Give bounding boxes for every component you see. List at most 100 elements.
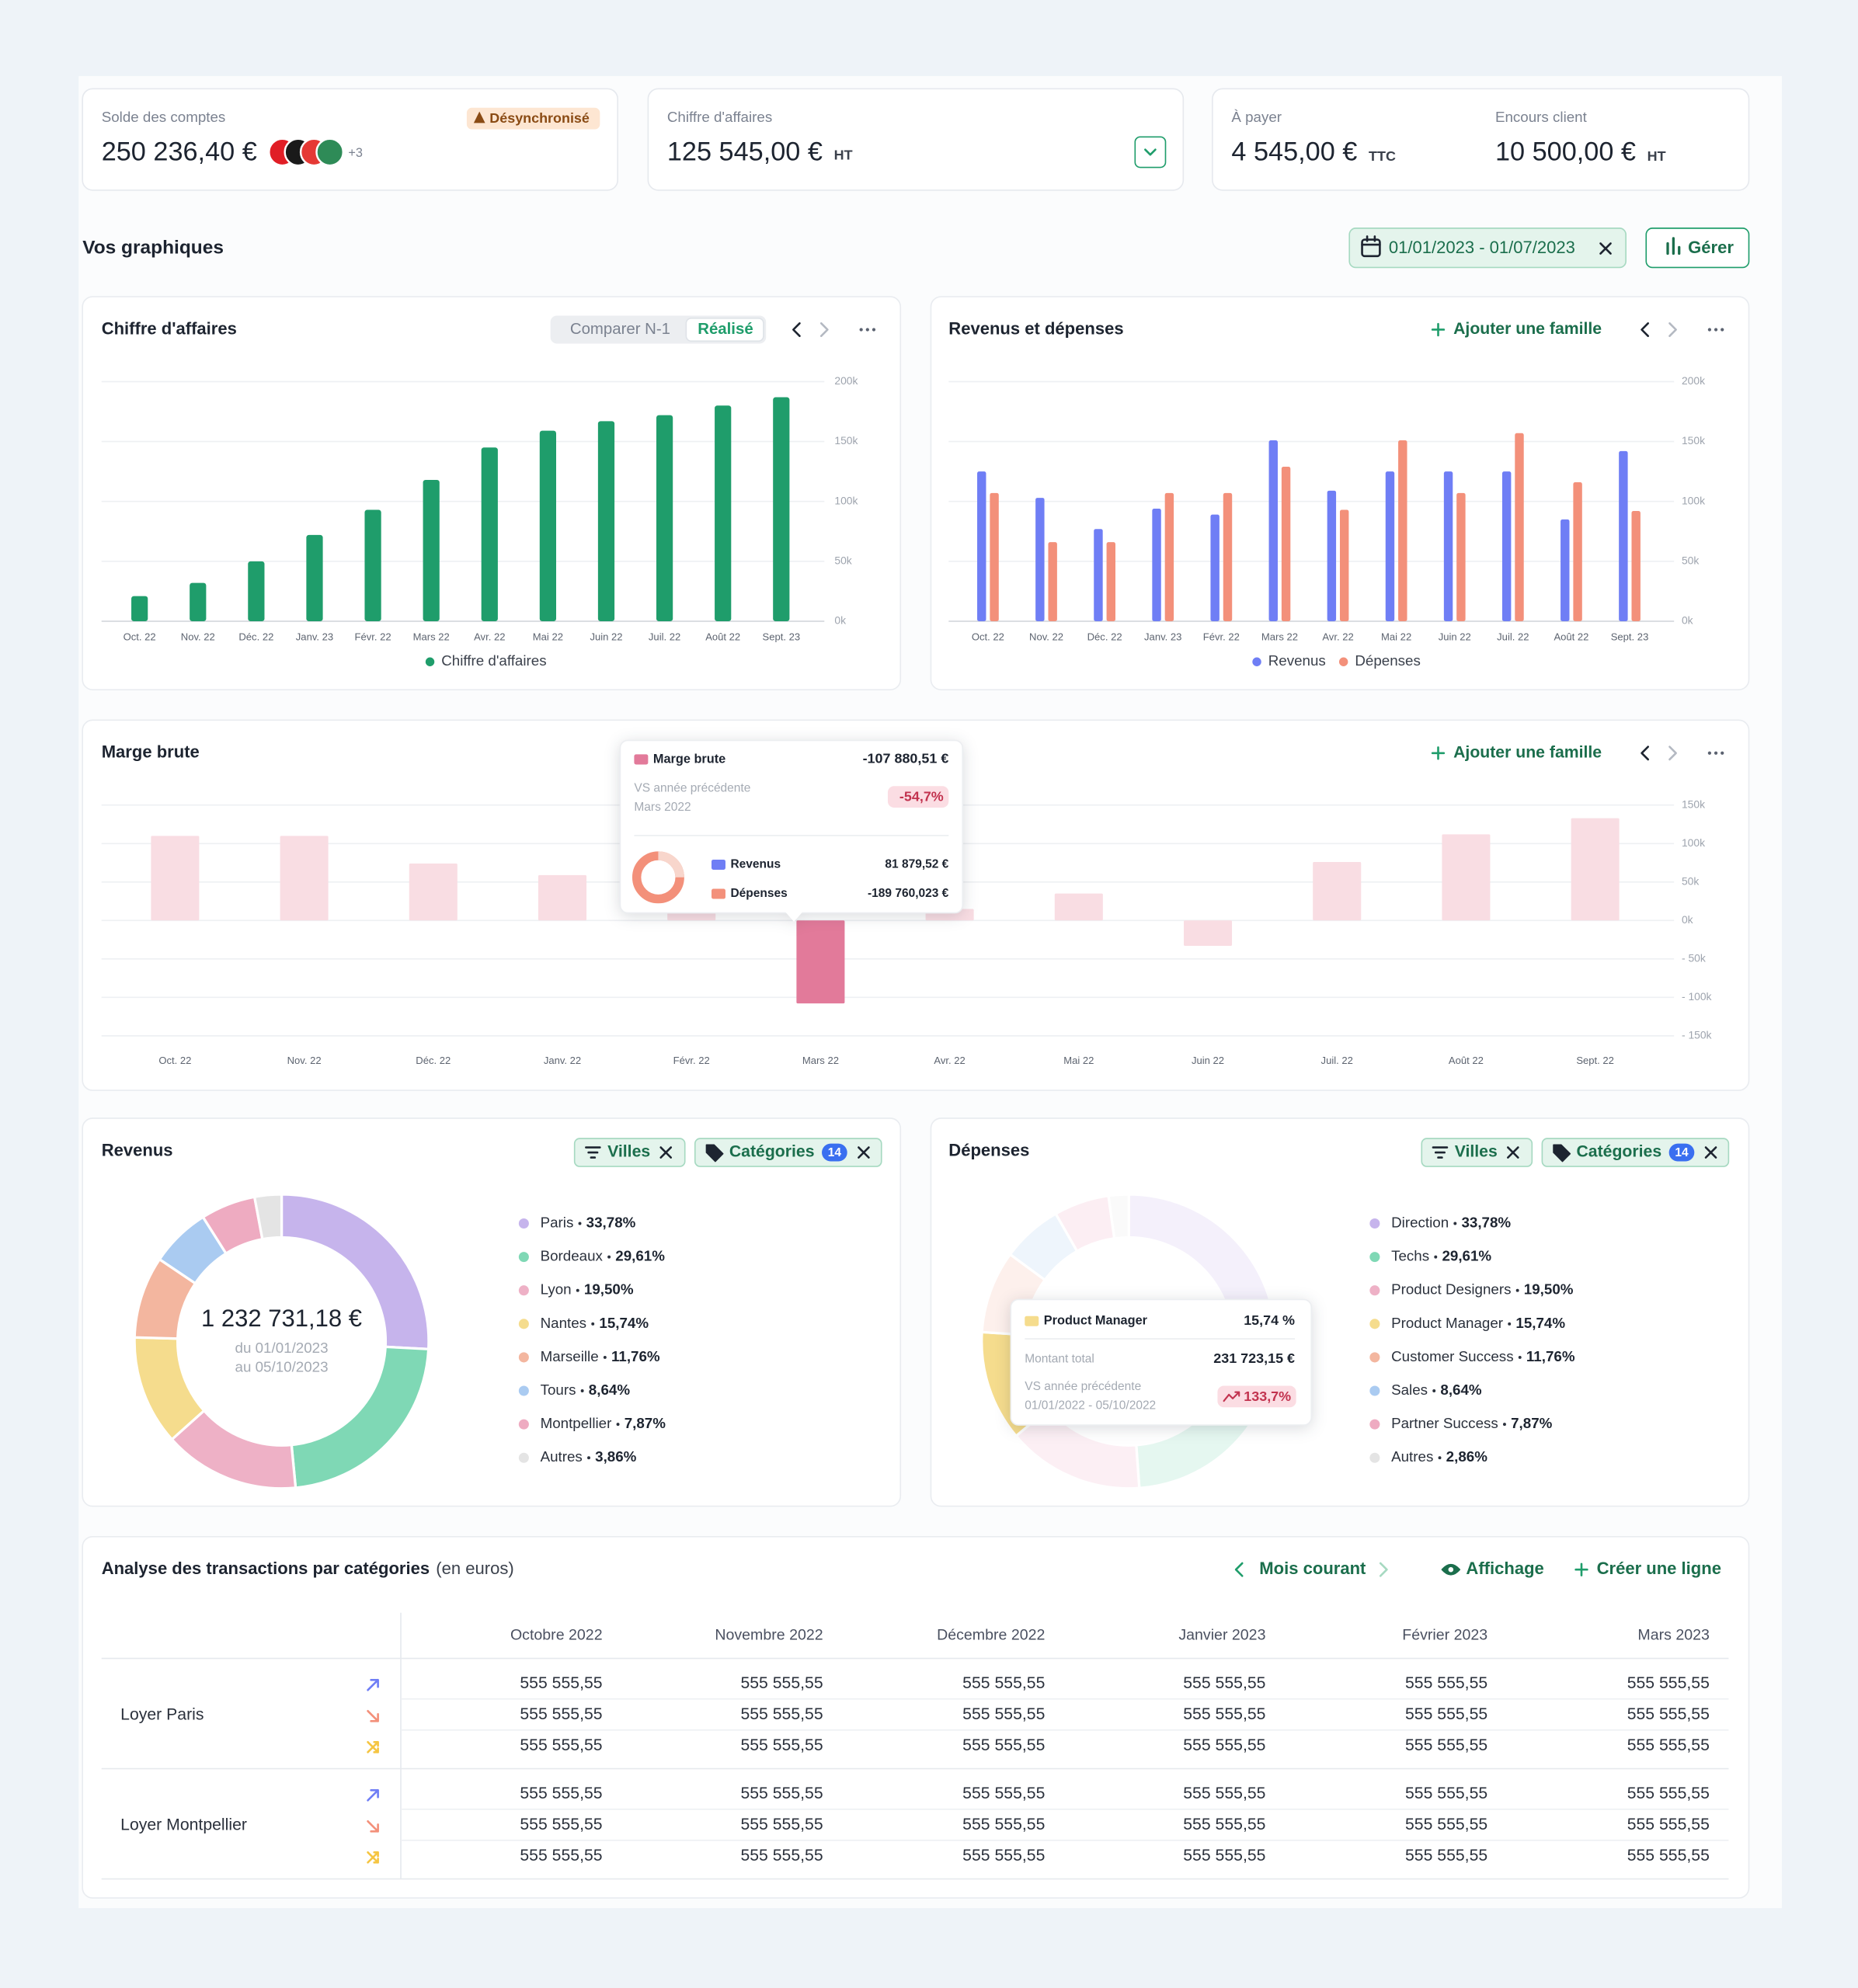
bar[interactable] (1313, 862, 1362, 921)
chevron[interactable] (1379, 1562, 1388, 1577)
bar[interactable] (1048, 542, 1057, 621)
table-unit: (en euros) (436, 1559, 513, 1578)
bar[interactable] (1619, 450, 1628, 621)
table-cell: 555 555,55 (520, 1674, 602, 1692)
bar[interactable] (1398, 440, 1407, 621)
bar[interactable] (1561, 519, 1570, 621)
add-family[interactable]: Ajouter une famille (1453, 320, 1602, 338)
filter-label[interactable]: Catégories (729, 1143, 815, 1161)
section-title: Vos graphiques (82, 237, 224, 258)
filter-label[interactable]: Villes (607, 1143, 650, 1161)
bar[interactable] (1106, 542, 1115, 621)
table-cell: 555 555,55 (1183, 1816, 1265, 1833)
add-row-button[interactable]: Créer une ligne (1597, 1559, 1721, 1578)
legend-value: 19,50% (584, 1281, 634, 1298)
row-label: Loyer Paris (120, 1706, 204, 1724)
bar[interactable] (1054, 893, 1103, 921)
bar[interactable] (131, 596, 148, 621)
table-cell: 555 555,55 (1183, 1674, 1265, 1692)
bar[interactable] (1339, 509, 1349, 621)
donut-slice[interactable] (1107, 1193, 1130, 1240)
toggle-option[interactable]: Comparer N-1 (570, 321, 670, 338)
remove-filter[interactable] (858, 1146, 870, 1159)
table-cell: 555 555,55 (1405, 1674, 1487, 1692)
manage-label[interactable]: Gérer (1688, 238, 1734, 257)
bar[interactable] (190, 582, 207, 621)
bar[interactable] (773, 397, 790, 621)
bar[interactable] (538, 874, 587, 921)
legend-label: Revenus (1268, 652, 1326, 669)
bar[interactable] (715, 405, 732, 621)
bar[interactable] (1152, 508, 1161, 621)
bar[interactable] (409, 864, 458, 921)
bar[interactable] (1631, 511, 1641, 621)
toggle-option[interactable]: Réalisé (698, 321, 753, 338)
bar[interactable] (1385, 471, 1395, 621)
bar[interactable] (280, 836, 329, 921)
chevron[interactable] (1234, 1562, 1244, 1577)
toggle-active[interactable] (685, 317, 764, 342)
x-tick-label: Nov. 22 (287, 1055, 322, 1066)
chevron[interactable] (1668, 746, 1677, 761)
bar[interactable] (1210, 514, 1220, 621)
bar[interactable] (1573, 482, 1582, 621)
display-button[interactable]: Affichage (1466, 1559, 1543, 1578)
bar[interactable] (667, 912, 716, 921)
bar[interactable] (1164, 492, 1174, 621)
bar[interactable] (1268, 440, 1278, 621)
bar[interactable] (990, 492, 999, 621)
bar[interactable] (151, 836, 200, 921)
bar[interactable] (1327, 490, 1337, 621)
chevron[interactable] (1641, 746, 1650, 761)
bar[interactable] (1442, 834, 1491, 921)
chevron[interactable] (792, 322, 801, 337)
bar[interactable] (1223, 492, 1233, 621)
bar[interactable] (423, 479, 440, 621)
bar[interactable] (1035, 498, 1045, 621)
dropdown-button[interactable] (1134, 136, 1167, 169)
donut-slice[interactable] (252, 1193, 284, 1241)
bar[interactable] (481, 447, 498, 621)
separator-dot (1453, 1222, 1457, 1225)
add-family[interactable]: Ajouter une famille (1453, 743, 1602, 761)
card-unit: HT (834, 148, 853, 163)
chevron[interactable] (819, 322, 829, 337)
bar[interactable] (1571, 818, 1620, 921)
clear-date[interactable] (1599, 242, 1612, 255)
bar[interactable] (1456, 492, 1466, 621)
bar[interactable] (1094, 529, 1103, 621)
chevron[interactable] (1668, 322, 1677, 337)
legend-label: Chiffre d'affaires (441, 652, 546, 669)
row-label: Loyer Montpellier (120, 1816, 247, 1834)
bar[interactable] (1281, 466, 1291, 621)
chevron[interactable] (1144, 148, 1157, 156)
bar[interactable] (656, 415, 673, 621)
filter-label[interactable]: Villes (1455, 1143, 1498, 1161)
bar[interactable] (539, 430, 556, 621)
legend-swatch (425, 657, 435, 666)
remove-filter[interactable] (1507, 1146, 1519, 1159)
bar[interactable] (1184, 920, 1233, 946)
trend-down-icon (367, 1820, 379, 1833)
chevron[interactable] (1641, 322, 1650, 337)
manage-button[interactable] (1645, 228, 1750, 269)
filter-chip[interactable] (1421, 1138, 1533, 1167)
column-header: Février 2023 (1402, 1626, 1487, 1643)
bar[interactable] (248, 561, 265, 621)
bar[interactable] (977, 471, 986, 621)
remove-filter[interactable] (659, 1146, 673, 1159)
date-filter[interactable] (1348, 228, 1627, 269)
count-badge (1668, 1143, 1695, 1162)
bar[interactable] (1501, 471, 1512, 621)
remove-filter[interactable] (1704, 1146, 1717, 1159)
bar[interactable] (597, 421, 615, 621)
period-selector[interactable]: Mois courant (1259, 1559, 1366, 1578)
separator-dot (576, 1288, 579, 1292)
bar[interactable] (364, 509, 381, 621)
filter-label[interactable]: Catégories (1576, 1143, 1661, 1161)
bar[interactable] (1515, 433, 1524, 621)
bar[interactable] (796, 920, 845, 1004)
filter-chip[interactable] (573, 1138, 686, 1167)
bar[interactable] (1443, 471, 1453, 621)
bar[interactable] (306, 534, 323, 621)
